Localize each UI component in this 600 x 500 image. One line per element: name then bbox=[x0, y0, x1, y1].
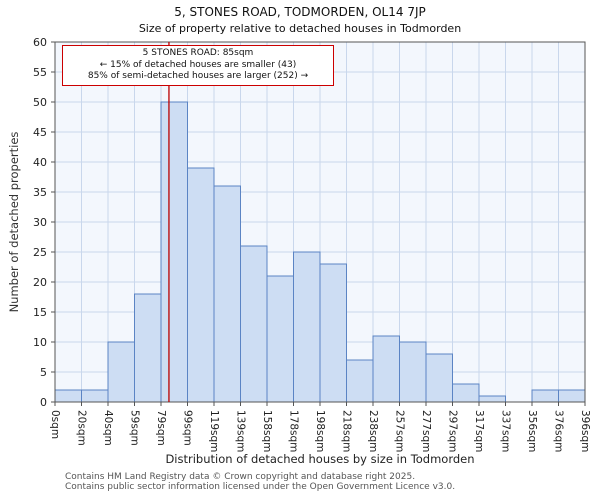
y-tick-label: 20 bbox=[33, 276, 47, 289]
histogram-bar bbox=[452, 383, 480, 403]
x-tick-label: 238sqm bbox=[367, 410, 379, 452]
annotation-line-2: ← 15% of detached houses are smaller (43… bbox=[99, 59, 297, 70]
histogram-bar bbox=[558, 389, 586, 403]
x-tick-label: 356sqm bbox=[526, 410, 538, 452]
y-tick-label: 10 bbox=[33, 336, 47, 349]
x-tick-label: 337sqm bbox=[500, 410, 512, 452]
y-tick-label: 30 bbox=[33, 216, 47, 229]
histogram-bar bbox=[266, 275, 294, 403]
x-tick-label: 376sqm bbox=[553, 410, 565, 452]
x-tick-label: 79sqm bbox=[155, 410, 167, 446]
y-tick-label: 5 bbox=[40, 366, 47, 379]
histogram-bar bbox=[187, 167, 215, 403]
x-tick-label: 0sqm bbox=[49, 410, 61, 439]
x-tick-label: 198sqm bbox=[314, 410, 326, 452]
histogram-bar bbox=[531, 389, 559, 403]
x-tick-label: 218sqm bbox=[341, 410, 353, 452]
annotation-line-3: 85% of semi-detached houses are larger (… bbox=[87, 71, 309, 82]
x-tick-label: 40sqm bbox=[102, 410, 114, 446]
histogram-bar bbox=[293, 251, 321, 403]
histogram-bar bbox=[478, 395, 506, 403]
y-tick-label: 45 bbox=[33, 126, 47, 139]
x-tick-label: 297sqm bbox=[447, 410, 459, 452]
x-tick-label: 158sqm bbox=[261, 410, 273, 452]
annotation-line-1: 5 STONES ROAD: 85sqm bbox=[142, 48, 254, 58]
x-tick-label: 20sqm bbox=[76, 410, 88, 446]
y-axis-label: Number of detached properties bbox=[7, 131, 21, 313]
histogram-bar bbox=[134, 293, 162, 403]
histogram-bar bbox=[425, 353, 453, 403]
x-tick-label: 277sqm bbox=[420, 410, 432, 452]
chart-title: 5, STONES ROAD, TODMORDEN, OL14 7JP bbox=[174, 5, 426, 19]
histogram-bar bbox=[81, 389, 109, 403]
x-tick-label: 396sqm bbox=[579, 410, 591, 452]
y-tick-label: 0 bbox=[40, 396, 47, 409]
property-annotation-box: 5 STONES ROAD: 85sqm ← 15% of detached h… bbox=[62, 45, 334, 87]
tick-labels: 0 5 10 15 20 25 30 35 40 45 50 55 60 0sqm 20sqm 40sqm 59… bbox=[33, 36, 591, 452]
histogram-bar bbox=[107, 341, 135, 403]
x-tick-label: 59sqm bbox=[129, 410, 141, 446]
footer-copyright-line: Contains HM Land Registry data © Crown c… bbox=[65, 472, 416, 482]
footer-licence-line: Contains public sector information licen… bbox=[65, 482, 456, 492]
histogram-bar bbox=[319, 263, 347, 403]
histogram-bar bbox=[372, 335, 400, 403]
y-tick-label: 50 bbox=[33, 96, 47, 109]
x-tick-label: 317sqm bbox=[473, 410, 485, 452]
y-tick-label: 35 bbox=[33, 186, 47, 199]
histogram-bar bbox=[240, 245, 268, 403]
axes bbox=[51, 41, 586, 406]
y-tick-label: 55 bbox=[33, 66, 47, 79]
x-tick-label: 99sqm bbox=[182, 410, 194, 446]
histogram-bar bbox=[54, 389, 82, 403]
x-axis-label-text: Distribution of detached houses by size … bbox=[165, 452, 475, 466]
y-tick-label: 25 bbox=[33, 246, 47, 259]
y-tick-label: 15 bbox=[33, 306, 47, 319]
histogram-bars bbox=[54, 101, 586, 403]
y-tick-label: 60 bbox=[33, 36, 47, 49]
histogram-bar bbox=[346, 359, 374, 403]
chart-subtitle: Size of property relative to detached ho… bbox=[138, 22, 462, 35]
histogram-bar bbox=[213, 185, 241, 403]
x-tick-label: 178sqm bbox=[288, 410, 300, 452]
x-axis-label: Distribution of detached houses by size … bbox=[0, 452, 600, 466]
x-tick-label: 139sqm bbox=[235, 410, 247, 452]
x-tick-label: 119sqm bbox=[208, 410, 220, 452]
histogram-bar bbox=[160, 101, 188, 403]
x-tick-label: 257sqm bbox=[394, 410, 406, 452]
y-tick-label: 40 bbox=[33, 156, 47, 169]
histogram-bar bbox=[399, 341, 427, 403]
